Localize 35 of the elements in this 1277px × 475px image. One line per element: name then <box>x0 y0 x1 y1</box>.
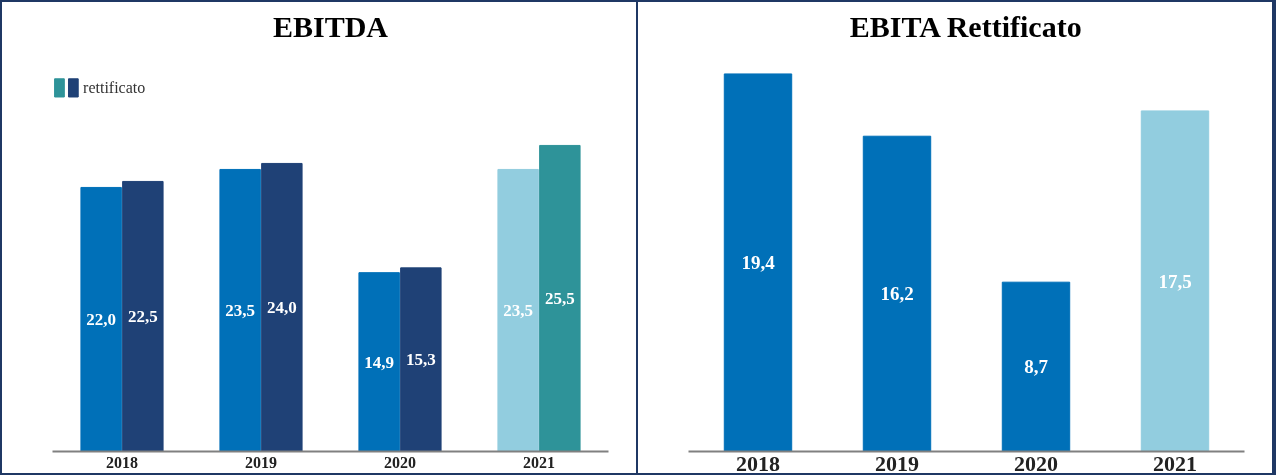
bar <box>122 180 164 452</box>
bar <box>1001 281 1071 452</box>
bar <box>80 186 122 452</box>
data-label: 22,5 <box>127 306 158 326</box>
data-label: 22,0 <box>86 309 117 329</box>
data-label: 24,0 <box>266 297 297 317</box>
x-tick-label: 2019 <box>245 453 277 471</box>
data-label: 25,5 <box>544 288 575 308</box>
x-tick-label: 2021 <box>1153 450 1197 475</box>
data-label: 16,2 <box>880 283 914 305</box>
bar <box>219 168 261 452</box>
x-tick-label: 2021 <box>523 453 555 471</box>
bar <box>497 168 539 452</box>
bar <box>723 73 793 452</box>
bar <box>358 272 400 452</box>
chart-title: EBITDA <box>272 9 389 43</box>
data-label: 14,9 <box>364 352 395 372</box>
x-tick-label: 2019 <box>875 450 919 475</box>
bar <box>862 135 932 452</box>
data-label: 19,4 <box>741 252 776 274</box>
bar <box>1140 110 1210 452</box>
data-label: 17,5 <box>1158 270 1192 292</box>
data-label: 8,7 <box>1024 356 1049 378</box>
data-label: 23,5 <box>225 300 256 320</box>
x-tick-label: 2020 <box>1014 450 1058 475</box>
x-tick-label: 2018 <box>736 450 780 475</box>
legend-label: rettificato <box>83 79 146 97</box>
chart-title: EBITA Rettificato <box>849 9 1082 43</box>
bar <box>400 267 442 452</box>
x-tick-label: 2018 <box>106 453 138 471</box>
bar <box>539 144 581 452</box>
data-label: 23,5 <box>503 300 534 320</box>
bar <box>261 162 303 452</box>
x-tick-label: 2020 <box>384 453 416 471</box>
data-label: 15,3 <box>405 350 436 370</box>
